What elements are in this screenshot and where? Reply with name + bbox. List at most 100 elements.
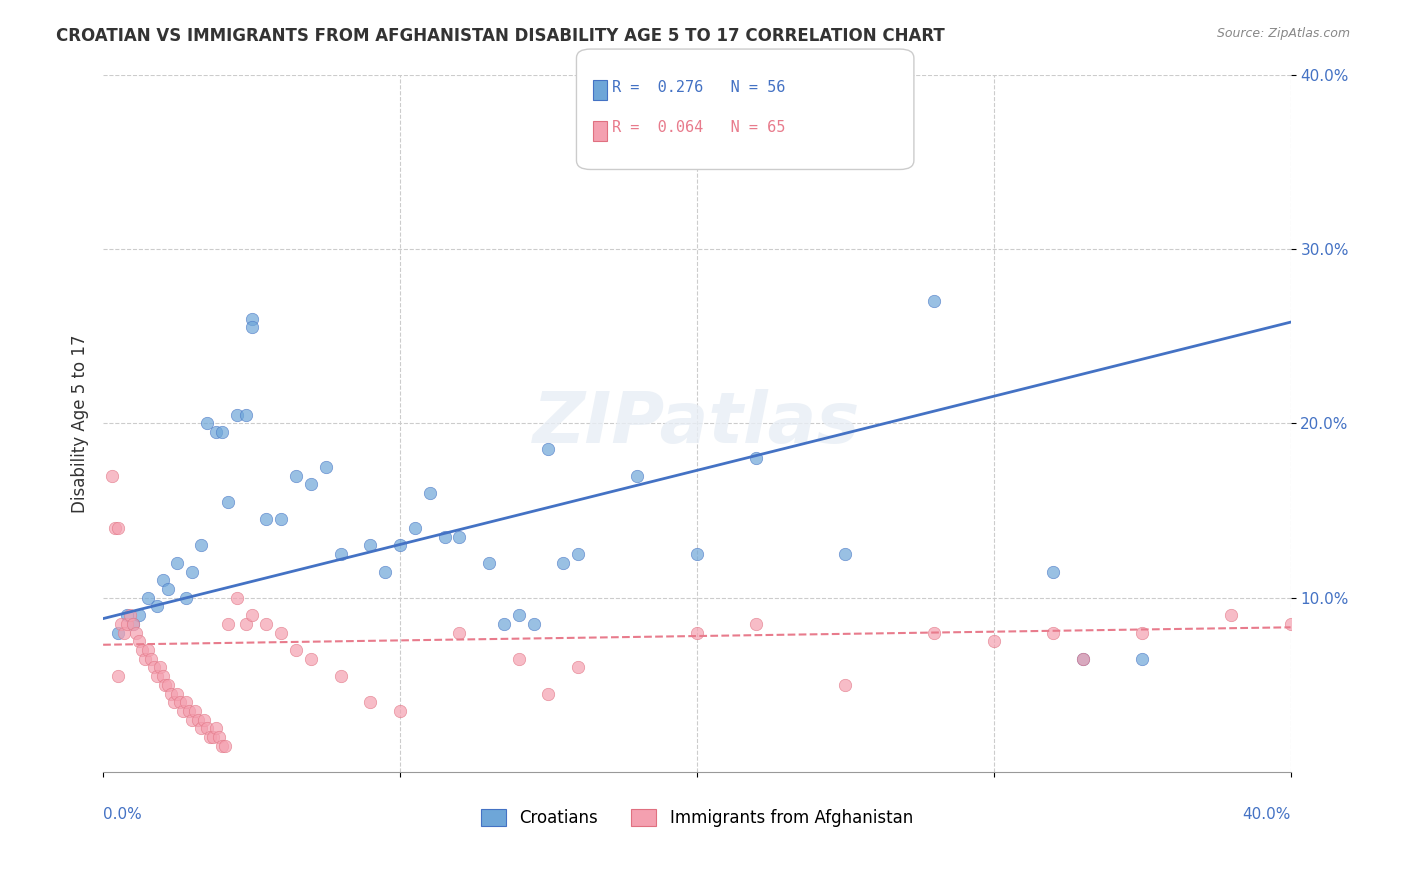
Point — [359, 695, 381, 709]
Point — [157, 582, 180, 596]
Point — [449, 625, 471, 640]
Point — [184, 704, 207, 718]
Point — [201, 730, 224, 744]
Point — [745, 451, 768, 466]
Point — [225, 591, 247, 605]
Point — [924, 294, 946, 309]
Point — [315, 459, 337, 474]
Point — [148, 660, 170, 674]
Point — [1071, 651, 1094, 665]
Point — [172, 704, 194, 718]
Point — [449, 530, 471, 544]
Point — [160, 687, 183, 701]
Point — [388, 538, 411, 552]
Point — [240, 608, 263, 623]
Point — [834, 678, 856, 692]
Point — [166, 556, 188, 570]
Point — [1130, 651, 1153, 665]
Point — [359, 538, 381, 552]
Point — [174, 591, 197, 605]
Point — [225, 408, 247, 422]
Point — [1042, 565, 1064, 579]
Point — [169, 695, 191, 709]
Point — [240, 311, 263, 326]
Point — [131, 643, 153, 657]
Point — [128, 608, 150, 623]
Point — [142, 660, 165, 674]
Point — [101, 468, 124, 483]
Point — [152, 669, 174, 683]
Point — [136, 643, 159, 657]
Point — [136, 591, 159, 605]
Point — [179, 704, 201, 718]
Point — [235, 408, 257, 422]
Point — [567, 660, 589, 674]
Point — [157, 678, 180, 692]
Point — [152, 573, 174, 587]
Point — [166, 687, 188, 701]
Point — [107, 625, 129, 640]
Point — [1071, 651, 1094, 665]
Point — [553, 556, 575, 570]
Point — [174, 695, 197, 709]
Point — [107, 521, 129, 535]
Y-axis label: Disability Age 5 to 17: Disability Age 5 to 17 — [72, 334, 89, 513]
Point — [211, 739, 233, 753]
Point — [924, 625, 946, 640]
Point — [115, 616, 138, 631]
Legend: Croatians, Immigrants from Afghanistan: Croatians, Immigrants from Afghanistan — [474, 802, 920, 833]
Point — [374, 565, 396, 579]
Point — [121, 616, 143, 631]
Point — [214, 739, 236, 753]
Point — [567, 547, 589, 561]
Point — [104, 521, 127, 535]
Point — [195, 722, 218, 736]
Point — [299, 651, 322, 665]
Text: 40.0%: 40.0% — [1243, 806, 1291, 822]
Point — [254, 512, 277, 526]
Point — [190, 722, 212, 736]
Point — [205, 722, 228, 736]
Point — [181, 713, 204, 727]
Point — [626, 468, 648, 483]
Point — [187, 713, 209, 727]
Point — [195, 417, 218, 431]
Point — [217, 495, 239, 509]
Point — [211, 425, 233, 439]
Point — [139, 651, 162, 665]
Point — [1220, 608, 1243, 623]
Point — [285, 468, 308, 483]
Point — [145, 599, 167, 614]
Point — [198, 730, 221, 744]
Point — [217, 616, 239, 631]
Point — [745, 616, 768, 631]
Point — [205, 425, 228, 439]
Point — [299, 477, 322, 491]
Point — [270, 512, 292, 526]
Point — [240, 320, 263, 334]
Point — [433, 530, 456, 544]
Point — [155, 678, 177, 692]
Text: CROATIAN VS IMMIGRANTS FROM AFGHANISTAN DISABILITY AGE 5 TO 17 CORRELATION CHART: CROATIAN VS IMMIGRANTS FROM AFGHANISTAN … — [56, 27, 945, 45]
Text: ZIPatlas: ZIPatlas — [533, 389, 860, 458]
Point — [686, 547, 709, 561]
Point — [1130, 625, 1153, 640]
Point — [492, 616, 515, 631]
Point — [508, 651, 530, 665]
Point — [404, 521, 426, 535]
Point — [388, 704, 411, 718]
Point — [270, 625, 292, 640]
Point — [478, 556, 501, 570]
Point — [254, 616, 277, 631]
Point — [118, 608, 141, 623]
Point — [1279, 616, 1302, 631]
Point — [1042, 625, 1064, 640]
Point — [834, 547, 856, 561]
Point — [686, 625, 709, 640]
Point — [537, 442, 560, 457]
Text: Source: ZipAtlas.com: Source: ZipAtlas.com — [1216, 27, 1350, 40]
Text: R =  0.276   N = 56: R = 0.276 N = 56 — [612, 80, 785, 95]
Point — [128, 634, 150, 648]
Point — [285, 643, 308, 657]
Point — [537, 687, 560, 701]
